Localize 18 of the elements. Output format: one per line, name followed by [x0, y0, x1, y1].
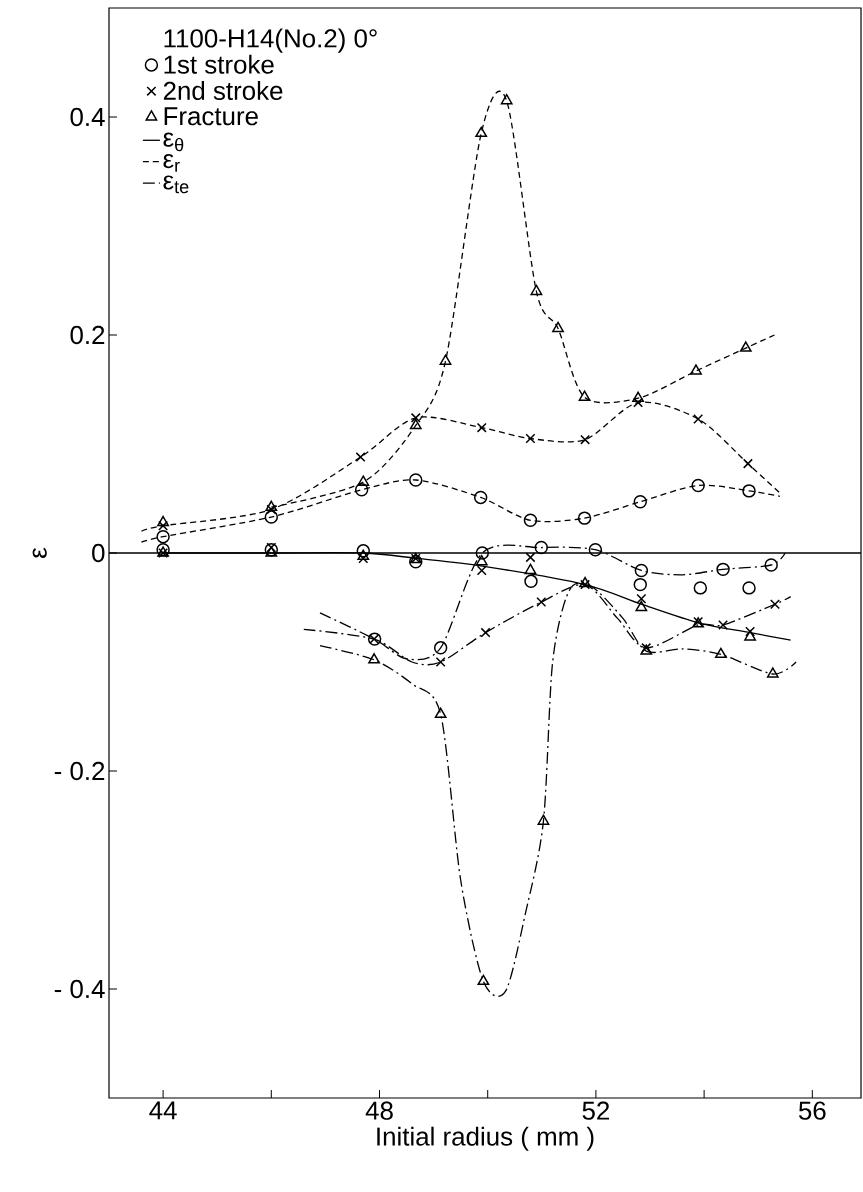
y-tick-label: 0.2: [70, 325, 105, 345]
legend-label: ε$_{θ}$: [163, 132, 184, 152]
y-tick-label: 0: [92, 543, 105, 563]
legend-label: 2nd stroke: [163, 81, 283, 101]
y-tick-label: 0.4: [70, 107, 105, 127]
legend-title: 1100-H14(No.2) 0°: [164, 28, 377, 53]
y-axis-title: ε: [32, 547, 47, 558]
legend-label: ε$_{te}$: [163, 175, 189, 194]
x-tick-label: 48: [365, 1101, 393, 1120]
x-tick-label: 44: [149, 1101, 177, 1120]
legend-label: Fracture: [164, 107, 258, 126]
x-tick-label: 52: [582, 1101, 610, 1120]
y-tick-label: - 0.4: [54, 979, 105, 999]
x-axis-title: Initial radius ( mm ): [377, 1126, 594, 1151]
legend-label: 1st stroke: [164, 54, 274, 74]
legend-label: ε$_{r}$: [163, 153, 180, 172]
y-tick-label: - 0.2: [54, 761, 105, 781]
x-tick-label: 56: [798, 1101, 826, 1120]
